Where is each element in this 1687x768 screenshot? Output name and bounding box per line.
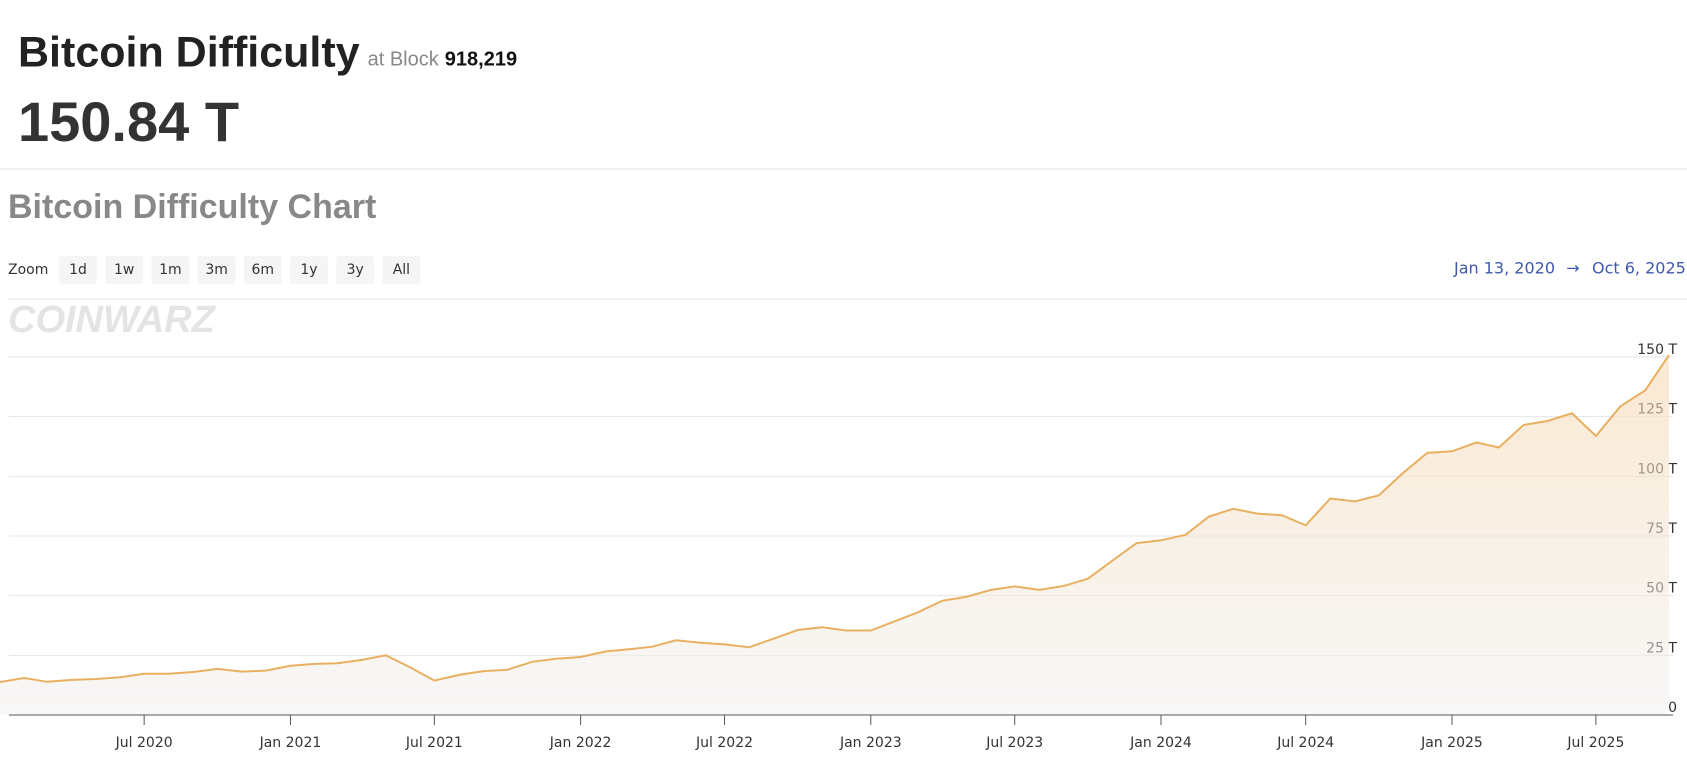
zoom-label: Zoom (8, 262, 48, 278)
zoom-button-label[interactable]: 1m (159, 262, 182, 278)
current-difficulty: 150.84 T (18, 90, 239, 153)
y-tick-label: 0 (1668, 700, 1677, 716)
x-tick-label: Jan 2025 (1420, 735, 1483, 751)
range-from[interactable]: Jan 13, 2020 (1453, 259, 1555, 278)
zoom-button-label[interactable]: 6m (252, 262, 275, 278)
zoom-button[interactable] (197, 256, 236, 284)
x-tick-label: Jul 2022 (695, 735, 753, 751)
chart-title: Bitcoin Difficulty Chart (8, 188, 376, 226)
x-tick-label: Jul 2021 (405, 735, 463, 751)
y-tick-label: 150 T (1637, 342, 1677, 358)
x-tick-label: Jan 2021 (259, 735, 322, 751)
range-arrow: → (1566, 259, 1579, 278)
watermark: COINWARZ (8, 299, 217, 341)
zoom-button[interactable] (243, 256, 282, 284)
x-tick-label: Jan 2022 (549, 735, 612, 751)
area (0, 355, 1669, 715)
block-prefix: at Block (368, 48, 440, 70)
zoom-button[interactable] (151, 256, 190, 284)
range-to[interactable]: Oct 6, 2025 (1592, 259, 1686, 278)
x-tick-label: Jul 2023 (985, 735, 1043, 751)
x-tick-label: Jul 2020 (115, 735, 173, 751)
zoom-button-label[interactable]: 3m (205, 262, 228, 278)
zoom-button-label[interactable]: All (393, 262, 410, 278)
block-number: 918,219 (445, 48, 517, 70)
line (0, 354, 1670, 684)
zoom-button-label[interactable]: 1y (300, 262, 317, 278)
zoom-button[interactable] (290, 256, 328, 284)
x-tick-label: Jul 2025 (1566, 735, 1624, 751)
zoom-button[interactable] (382, 256, 421, 284)
x-tick-label: Jan 2023 (839, 735, 902, 751)
zoom-button-label[interactable]: 3y (347, 262, 364, 278)
zoom-button[interactable] (105, 256, 144, 284)
page-title: Bitcoin Difficulty (18, 28, 360, 76)
x-tick-label: Jul 2024 (1276, 735, 1334, 751)
zoom-button[interactable] (336, 256, 375, 284)
x-tick-label: Jan 2024 (1129, 735, 1192, 751)
zoom-button[interactable] (59, 256, 97, 284)
zoom-button-label[interactable]: 1d (69, 262, 87, 278)
zoom-button-label[interactable]: 1w (114, 262, 134, 278)
zoom-buttons: 1d 1w 1m 3m 6m 1y 3y All (59, 256, 421, 284)
